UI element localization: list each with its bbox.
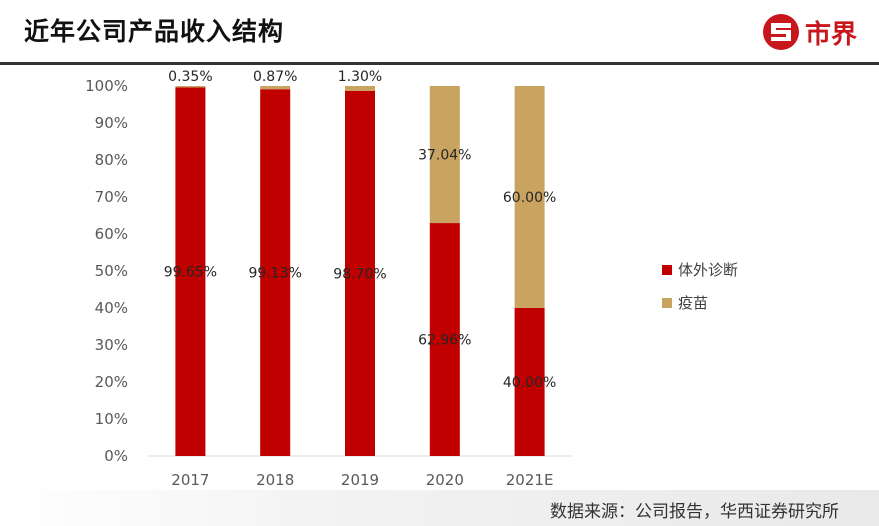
logo-icon — [762, 14, 799, 50]
x-tick-label: 2020 — [426, 471, 464, 489]
data-label: 62.96% — [418, 333, 471, 349]
data-label: 0.35% — [168, 69, 212, 85]
y-tick-label: 0% — [104, 447, 128, 465]
x-tick-label: 2021E — [506, 471, 554, 489]
bar-segment-vaccine — [175, 86, 206, 88]
data-label: 98.70% — [333, 266, 386, 282]
y-tick-label: 100% — [85, 77, 128, 95]
y-tick-label: 30% — [95, 336, 128, 354]
data-label: 40.00% — [503, 375, 556, 391]
x-tick-label: 2019 — [341, 471, 379, 489]
source-note: 数据来源：公司报告，华西证券研究所 — [550, 502, 839, 522]
legend-swatch — [662, 298, 672, 308]
x-tick-label: 2018 — [256, 471, 294, 489]
page-title: 近年公司产品收入结构 — [24, 17, 285, 46]
data-label: 99.65% — [164, 265, 217, 281]
data-label: 0.87% — [253, 69, 297, 85]
bar-segment-diagnostics — [514, 308, 545, 456]
bar-segment-vaccine — [429, 86, 460, 224]
data-label: 99.13% — [249, 266, 302, 282]
logo-text: 市界 — [804, 19, 857, 50]
data-label: 60.00% — [503, 190, 556, 206]
legend-swatch — [662, 265, 672, 275]
y-tick-label: 50% — [95, 262, 128, 280]
legend-label: 体外诊断 — [678, 261, 738, 279]
data-label: 37.04% — [418, 148, 471, 164]
y-tick-label: 20% — [95, 373, 128, 391]
y-tick-label: 80% — [95, 151, 128, 169]
y-tick-label: 40% — [95, 299, 128, 317]
bar-segment-diagnostics — [260, 89, 291, 457]
footer: 数据来源：公司报告，华西证券研究所 — [0, 490, 879, 526]
bar-segment-diagnostics — [429, 223, 460, 456]
y-tick-label: 10% — [95, 410, 128, 428]
y-tick-label: 70% — [95, 188, 128, 206]
stacked-bar-chart: 0% 10% 20% 30% 40% 50% 60% 70% 80% 90% 100% 2017 99.… — [85, 69, 738, 489]
y-tick-label: 90% — [95, 114, 128, 132]
bar-segment-diagnostics — [345, 90, 375, 456]
bar-segment-vaccine — [260, 86, 291, 90]
brand-logo: 市界 — [761, 12, 857, 52]
x-tick-label: 2017 — [171, 471, 209, 489]
bar-segment-vaccine — [345, 86, 375, 91]
header: 近年公司产品收入结构 市界 — [0, 0, 879, 62]
legend-label: 疫苗 — [678, 294, 708, 312]
data-label: 1.30% — [338, 69, 382, 85]
bar-segment-diagnostics — [175, 87, 206, 457]
bar-segment-vaccine — [514, 86, 545, 308]
y-tick-label: 60% — [95, 225, 128, 243]
header-divider — [0, 62, 879, 65]
